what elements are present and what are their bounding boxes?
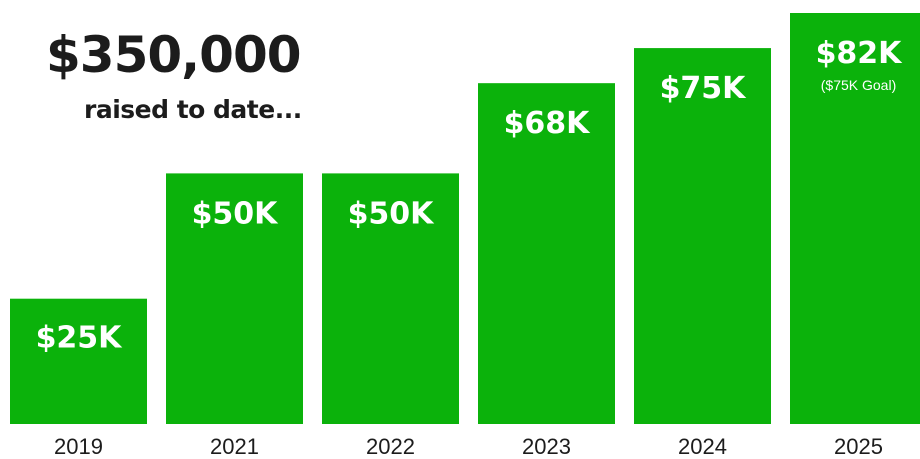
x-axis-tick-labels: 2019 2021 2022 2023 2024 2025 — [54, 434, 883, 459]
x-tick-label-2025: 2025 — [834, 434, 883, 459]
x-tick-label-2019: 2019 — [54, 434, 103, 459]
bar-value-label-2022: $50K — [348, 196, 436, 231]
bar-annotation-2025: ($75K Goal) — [821, 77, 896, 93]
x-tick-label-2022: 2022 — [366, 434, 415, 459]
total-raised-caption: raised to date... — [84, 97, 302, 122]
x-tick-label-2024: 2024 — [678, 434, 727, 459]
bar-value-label-2023: $68K — [504, 106, 592, 141]
x-tick-label-2021: 2021 — [210, 434, 259, 459]
total-raised-amount: $350,000 — [46, 30, 301, 80]
x-tick-label-2023: 2023 — [522, 434, 571, 459]
bar-value-label-2025: $82K — [816, 36, 904, 71]
bar-2019 — [10, 299, 147, 424]
bar-value-label-2024: $75K — [660, 71, 748, 106]
bar-value-label-2019: $25K — [36, 321, 124, 356]
bar-value-label-2021: $50K — [192, 196, 280, 231]
bar-2025 — [790, 13, 920, 424]
